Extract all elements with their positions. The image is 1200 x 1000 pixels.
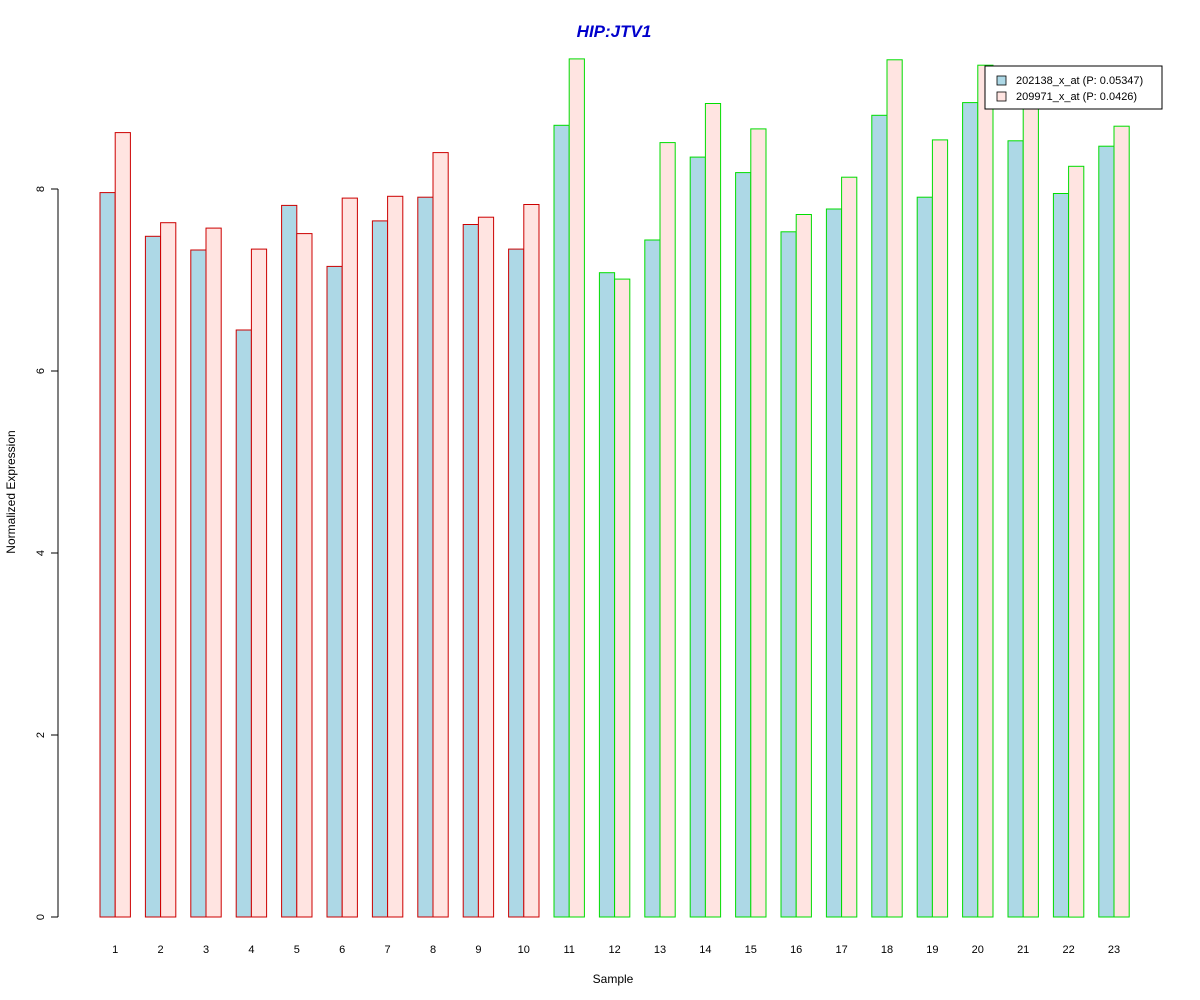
x-tick-label: 13	[654, 944, 666, 956]
bar-sample-2-series-1	[144, 235, 162, 918]
bar-sample-20-series-2	[977, 64, 994, 918]
bar-sample-16-series-1	[780, 231, 797, 918]
y-tick-label: 2	[35, 732, 47, 738]
x-tick-label: 20	[972, 944, 984, 956]
bar-sample-15-series-1	[735, 172, 752, 918]
legend-box	[984, 65, 1163, 110]
legend: 202138_x_at (P: 0.05347) 209971_x_at (P:…	[984, 65, 1163, 110]
bar-sample-21-series-1	[1007, 140, 1024, 918]
bar-sample-9-series-2	[477, 216, 495, 918]
x-tick-label: 6	[339, 944, 345, 956]
legend-label-series-1: 202138_x_at (P: 0.05347)	[1016, 75, 1143, 87]
bar-sample-22-series-2	[1068, 165, 1085, 918]
bar-sample-4-series-2	[250, 248, 268, 918]
x-tick-label: 10	[518, 944, 530, 956]
bar-sample-23-series-1	[1098, 145, 1115, 918]
bars-layer	[99, 58, 1130, 918]
bar-sample-22-series-1	[1052, 193, 1070, 918]
bar-sample-6-series-2	[341, 197, 358, 918]
x-tick-label: 14	[699, 944, 711, 956]
x-tick-label: 16	[790, 944, 802, 956]
bar-sample-20-series-1	[962, 102, 979, 918]
chart-title: HIP:JTV1	[577, 22, 652, 41]
x-tick-label: 5	[294, 944, 300, 956]
x-tick-label: 22	[1062, 944, 1074, 956]
bar-sample-12-series-1	[598, 272, 616, 918]
bar-sample-5-series-2	[296, 233, 313, 918]
bar-sample-18-series-2	[886, 59, 903, 918]
x-axis-title: Sample	[593, 972, 634, 986]
bar-sample-19-series-2	[931, 139, 949, 918]
bar-sample-16-series-2	[795, 214, 812, 918]
x-tick-label: 23	[1108, 944, 1120, 956]
x-tick-label: 11	[563, 944, 574, 956]
y-tick-label: 4	[35, 550, 47, 556]
legend-label-series-2: 209971_x_at (P: 0.0426)	[1016, 91, 1137, 103]
x-tick-label: 1	[112, 944, 118, 956]
y-tick-label: 8	[35, 186, 47, 192]
x-tick-label: 21	[1017, 944, 1029, 956]
x-tick-label: 17	[835, 944, 847, 956]
x-tick-label: 4	[248, 944, 254, 956]
x-axis-labels: 1 2 3 4 5 6 7 8 9 10 11 12 13 14 15 16 17 18 19 20 21 22 23	[112, 944, 1120, 956]
bar-sample-15-series-2	[750, 128, 767, 918]
y-axis-title: Normalized Expression	[4, 430, 18, 553]
bar-sample-6-series-1	[326, 265, 343, 918]
bar-sample-14-series-1	[689, 156, 706, 918]
bar-sample-17-series-2	[841, 176, 858, 918]
bar-sample-1-series-2	[114, 132, 131, 918]
y-tick-label: 6	[35, 368, 47, 374]
bar-sample-8-series-2	[432, 152, 449, 918]
bar-sample-10-series-2	[523, 204, 540, 918]
bar-sample-3-series-1	[190, 249, 207, 918]
bar-sample-13-series-2	[659, 142, 676, 918]
bar-sample-21-series-2	[1022, 97, 1039, 918]
x-tick-label: 12	[608, 944, 620, 956]
bar-sample-7-series-1	[371, 220, 389, 918]
bar-sample-19-series-1	[916, 196, 933, 918]
legend-swatch-series-2	[996, 91, 1007, 102]
x-tick-label: 8	[430, 944, 436, 956]
bar-sample-11-series-2	[568, 58, 585, 918]
x-tick-label: 7	[385, 944, 391, 956]
bar-sample-17-series-1	[825, 208, 843, 918]
legend-swatch-series-1	[996, 75, 1007, 86]
bar-sample-4-series-1	[235, 329, 252, 918]
bar-sample-13-series-1	[644, 239, 661, 918]
bar-sample-10-series-1	[508, 248, 525, 918]
x-tick-label: 3	[203, 944, 209, 956]
bar-sample-7-series-2	[387, 195, 404, 918]
bar-sample-1-series-1	[99, 192, 116, 918]
x-tick-label: 15	[745, 944, 757, 956]
bar-sample-5-series-1	[281, 204, 298, 918]
x-tick-label: 18	[881, 944, 893, 956]
bar-sample-3-series-2	[205, 227, 222, 918]
bar-sample-8-series-1	[417, 196, 434, 918]
y-tick-label: 0	[35, 914, 47, 920]
x-tick-label: 2	[158, 944, 164, 956]
bar-sample-9-series-1	[462, 224, 479, 918]
x-tick-label: 9	[475, 944, 481, 956]
bar-sample-14-series-2	[704, 103, 722, 918]
x-tick-label: 19	[926, 944, 938, 956]
bar-sample-11-series-1	[553, 124, 570, 918]
bar-sample-12-series-2	[614, 278, 631, 918]
bar-sample-18-series-1	[871, 114, 888, 918]
bar-sample-2-series-2	[160, 222, 177, 918]
y-axis: 0 2 4 6 8	[35, 186, 59, 920]
bar-sample-23-series-2	[1113, 125, 1130, 918]
